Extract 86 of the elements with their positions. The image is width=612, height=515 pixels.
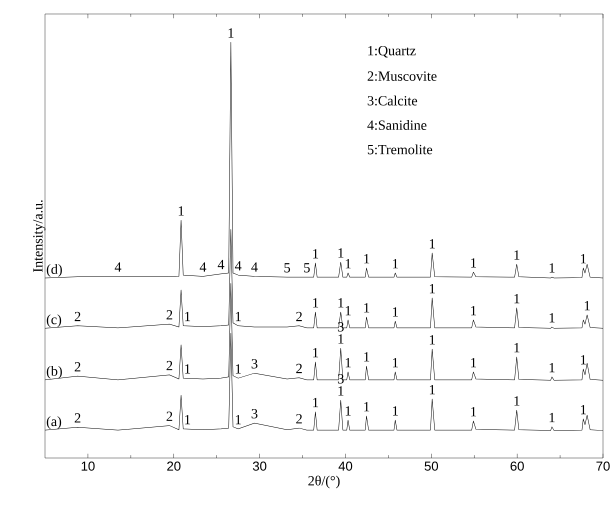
annotation: 1 [580,254,586,264]
annotation: 1 [185,364,190,374]
annotation: 1 [338,386,344,396]
annotation: 1 [514,343,520,352]
x-tick-label: 20 [167,462,180,471]
annotation: 2 [74,413,80,423]
annotation: 2 [74,312,80,322]
annotation: 1:Quartz [368,46,416,58]
annotation: 5 [304,263,310,272]
annotation: 1 [471,358,476,368]
annotation: 4 [200,262,206,272]
y-axis-title: Intensity/a.u. [33,200,46,272]
annotation: 1 [430,335,435,344]
x-axis-title: 2θ/(°) [308,476,340,488]
annotation: 1 [364,402,370,412]
annotation: 1 [471,306,476,316]
series-label: (a) [46,416,62,429]
annotation: 1 [514,396,520,406]
annotation: 2 [74,362,80,372]
annotation: 1 [364,352,370,362]
annotation: 3 [338,322,344,332]
annotation: 1 [364,303,370,312]
annotation: 2 [166,360,172,370]
annotation: 1 [313,249,318,258]
annotation: 1 [550,263,555,272]
annotation: 1 [392,406,398,416]
annotation: 1 [392,259,398,268]
series-label: (d) [46,264,62,277]
annotation: 4 [234,261,242,270]
series-label: (c) [46,314,62,328]
annotation: 5 [284,263,290,272]
annotation: 1 [550,362,555,372]
x-tick-label: 10 [82,462,95,471]
annotation: 1 [514,250,520,260]
annotation: 4:Sanidine [367,120,426,130]
annotation: 2 [296,364,302,374]
annotation: 1 [346,406,351,416]
annotation: 1 [346,358,351,368]
x-tick-label: 60 [510,462,524,471]
annotation: 1 [430,284,435,294]
annotation: 1 [346,306,351,316]
annotation: 1 [471,258,476,268]
series-label: (b) [46,366,62,379]
annotation: 4 [114,262,122,272]
x-tick-label: 30 [252,462,266,471]
annotation: 2:Muscovite [368,71,437,81]
annotation: 1 [338,298,344,308]
annotation: 1 [313,348,318,358]
annotation: 3 [338,374,344,384]
annotation: 1 [178,206,184,216]
annotation: 4 [251,262,258,272]
annotation: 2 [166,412,172,421]
annotation: 1 [338,334,344,344]
annotation: 3:Calcite [368,96,418,106]
annotation: 2 [296,414,302,424]
annotation: 1 [392,358,398,368]
annotation: 1 [550,412,555,422]
annotation: 1 [364,254,370,264]
annotation: 1 [338,248,344,258]
annotation: 3 [252,408,258,418]
annotation: 1 [185,414,190,424]
annotation: 1 [313,298,318,308]
annotation: 3 [252,359,258,368]
annotation: 1 [514,294,520,304]
annotation: 1 [580,404,586,414]
annotation: 1 [471,407,476,416]
x-tick-label: 50 [424,462,438,471]
annotation: 1 [346,259,351,268]
annotation: 2 [296,312,302,322]
annotation: 1 [550,313,555,322]
annotation: 1 [185,312,190,322]
annotation: 4 [218,260,224,270]
annotation: 1 [392,307,398,317]
annotation: 1 [584,301,590,310]
annotation: 5:Tremolite [368,144,432,154]
annotation: 1 [236,312,241,322]
annotation: 1 [236,364,241,374]
annotation: 1 [313,398,318,408]
annotation: 1 [580,355,586,364]
annotation: 1 [236,414,241,424]
annotation: 1 [430,385,435,394]
x-tick-label: 40 [338,462,352,471]
annotation: 1 [228,28,234,38]
annotation: 2 [166,310,172,320]
x-tick-label: 70 [596,462,610,471]
annotation: 1 [430,239,435,248]
